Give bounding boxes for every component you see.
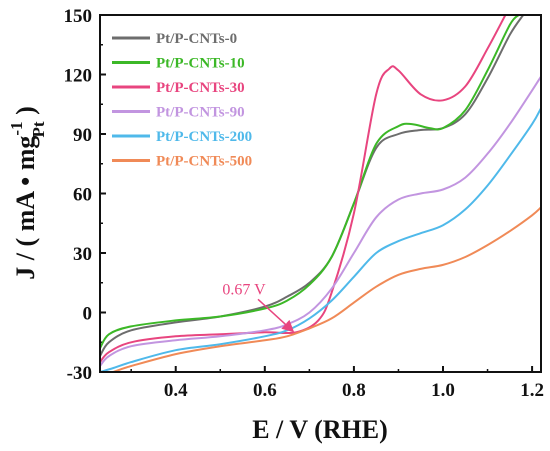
y-tick-label: 30 xyxy=(73,244,92,265)
annotation: 0.67 V xyxy=(222,281,295,333)
legend-label: Pt/P-CNTs-30 xyxy=(156,80,245,96)
y-axis-title-main: J / ( mA • mg xyxy=(11,136,40,280)
x-tick-label: 0.8 xyxy=(342,380,366,401)
series-line-2 xyxy=(100,15,507,363)
annotation-label: 0.67 V xyxy=(222,281,266,298)
y-axis-title-sub: Pt xyxy=(29,121,48,137)
legend-label: Pt/P-CNTs-500 xyxy=(156,154,252,170)
x-tick-label: 0.6 xyxy=(253,380,277,401)
series-line-4 xyxy=(100,107,541,372)
x-tick-label: 1.2 xyxy=(520,380,544,401)
y-tick-label: 90 xyxy=(73,125,92,146)
series-line-1 xyxy=(100,15,520,349)
x-tick-labels: 0.4 0.6 0.8 1.0 1.2 xyxy=(164,380,544,401)
series-line-3 xyxy=(100,75,541,367)
y-tick-label: 120 xyxy=(64,66,93,87)
y-tick-label: 150 xyxy=(64,6,93,27)
x-axis-title: E / V (RHE) xyxy=(252,415,388,444)
x-tick-label: 1.0 xyxy=(431,380,455,401)
y-axis-title-sup: -1 xyxy=(7,121,26,135)
annotation-arrow xyxy=(257,298,295,333)
y-tick-label: 0 xyxy=(83,304,93,325)
y-tick-label: -30 xyxy=(67,363,92,384)
x-tick-label: 0.4 xyxy=(164,380,188,401)
plot-frame xyxy=(99,14,542,373)
series-lines xyxy=(100,15,541,372)
legend-label: Pt/P-CNTs-10 xyxy=(156,56,245,72)
legend: Pt/P-CNTs-0 Pt/P-CNTs-10 Pt/P-CNTs-30 Pt/P-… xyxy=(112,31,252,170)
y-axis-title-end: ) xyxy=(11,106,40,121)
legend-label: Pt/P-CNTs-200 xyxy=(156,129,252,145)
legend-label: Pt/P-CNTs-90 xyxy=(156,105,245,121)
y-axis-title: J / ( mA • mg-1 Pt ) xyxy=(7,106,48,280)
y-tick-labels: -30 0 30 60 90 120 150 xyxy=(64,6,93,384)
series-line-5 xyxy=(113,206,541,372)
y-tick-label: 60 xyxy=(73,185,92,206)
legend-label: Pt/P-CNTs-0 xyxy=(156,31,237,47)
